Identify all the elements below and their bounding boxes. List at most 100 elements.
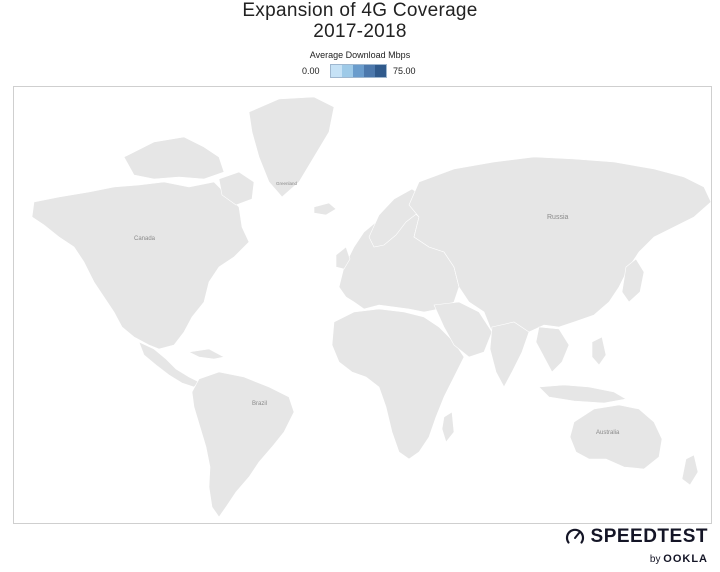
coverage-point [599,322,601,325]
coverage-point [209,292,211,294]
coverage-point [580,322,584,326]
coverage-point [172,359,176,363]
coverage-point [381,204,385,208]
coverage-point [589,330,592,333]
coverage-point [569,325,572,328]
coverage-point [578,351,582,355]
coverage-point [601,318,604,321]
coverage-point [584,329,586,332]
australia-land [569,404,663,470]
coverage-point [592,316,596,320]
coverage-point [603,312,606,316]
coverage-point [577,364,580,367]
coverage-point [214,291,218,295]
coverage-point [522,356,525,358]
legend-swatch-3 [353,65,364,77]
coverage-point [611,311,614,314]
coverage-point [166,353,169,356]
coverage-point [207,478,209,480]
coverage-point [175,346,178,348]
coverage-point [550,378,554,381]
coverage-point [593,317,597,321]
coverage-point [563,325,566,329]
coverage-point [535,377,538,380]
coverage-point [522,359,526,363]
coverage-point [572,363,576,366]
coverage-point [560,366,563,369]
coverage-point [382,200,385,203]
coverage-point [601,313,605,317]
coverage-point [583,367,585,369]
coverage-point [581,324,584,327]
coverage-point [611,315,613,317]
coverage-point [169,347,172,351]
coverage-point [207,296,209,299]
coverage-point [538,358,540,360]
coverage-point [580,356,583,359]
coverage-point [613,295,616,298]
coverage-point [531,365,534,367]
coverage-point [568,363,571,366]
coverage-point [350,247,352,249]
coverage-point [609,301,612,303]
coverage-point [571,324,574,327]
coverage-point [608,306,610,309]
coverage-point [174,356,176,358]
coverage-point [255,378,259,381]
coverage-point [607,308,610,310]
coverage-point [566,362,570,365]
coverage-point [172,358,174,361]
coverage-point [208,302,211,305]
coverage-point [610,305,612,307]
coverage-point [565,368,568,371]
coverage-point [584,322,587,325]
coverage-point [574,349,576,352]
coverage-point [270,385,273,388]
coverage-point [540,363,543,367]
coverage-point [568,349,571,352]
coverage-point [174,359,178,363]
coverage-point [260,377,264,381]
coverage-point [210,297,214,301]
coverage-point [580,327,584,330]
coverage-point [176,342,179,345]
coverage-point [577,363,579,365]
coverage-point [596,319,599,321]
legend-swatch-4 [364,65,375,77]
coverage-point [568,364,571,367]
coverage-point [596,316,600,319]
coverage-point [581,331,584,334]
coverage-point [559,381,562,383]
india-land [489,321,530,388]
coverage-point [595,316,598,318]
map-title: Expansion of 4G Coverage 2017-2018 [0,0,720,42]
coverage-point [570,346,573,349]
coverage-point [577,328,581,331]
coverage-point [170,350,174,354]
coverage-point [208,296,211,299]
coverage-point [379,200,382,203]
coverage-point [522,353,525,356]
coverage-point [258,379,262,383]
coverage-point [600,316,603,319]
coverage-point [535,357,537,359]
coverage-point [614,297,616,300]
coverage-point [567,337,569,340]
coverage-point [590,320,593,323]
coverage-point [374,216,377,219]
coverage-point [522,352,525,355]
coverage-point [484,317,486,319]
coverage-point [199,307,203,311]
coverage-point [580,329,583,331]
coverage-point [597,320,599,322]
coverage-point [532,359,535,361]
coverage-point [573,342,576,344]
coverage-point [180,350,182,353]
coverage-point [170,350,173,352]
coverage-point [599,319,601,321]
coverage-point [169,352,172,355]
coverage-point [203,307,206,310]
coverage-point [606,318,609,321]
coverage-point [604,314,608,318]
coverage-point [181,353,184,356]
